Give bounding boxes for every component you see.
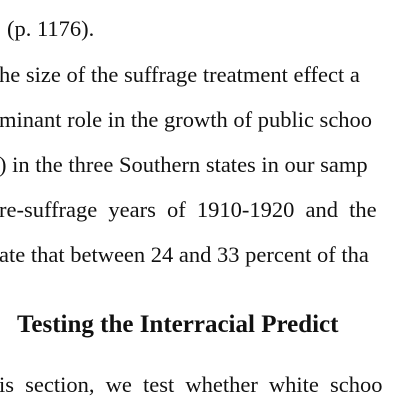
text-line-3: minant role in the growth of public scho…: [0, 107, 373, 132]
text-line-2: he size of the suffrage treatment effect…: [0, 62, 360, 87]
text-line-1: (p. 1176).: [7, 16, 95, 41]
text-line-7: is section, we test whether white schoo: [0, 372, 383, 397]
section-heading: Testing the Interracial Predict: [17, 311, 339, 338]
text-line-5: re-suffrage years of 1910-1920 and the: [0, 197, 377, 222]
text-line-4: ) in the three Southern states in our sa…: [0, 152, 368, 177]
text-line-6: ate that between 24 and 33 percent of th…: [0, 242, 369, 267]
